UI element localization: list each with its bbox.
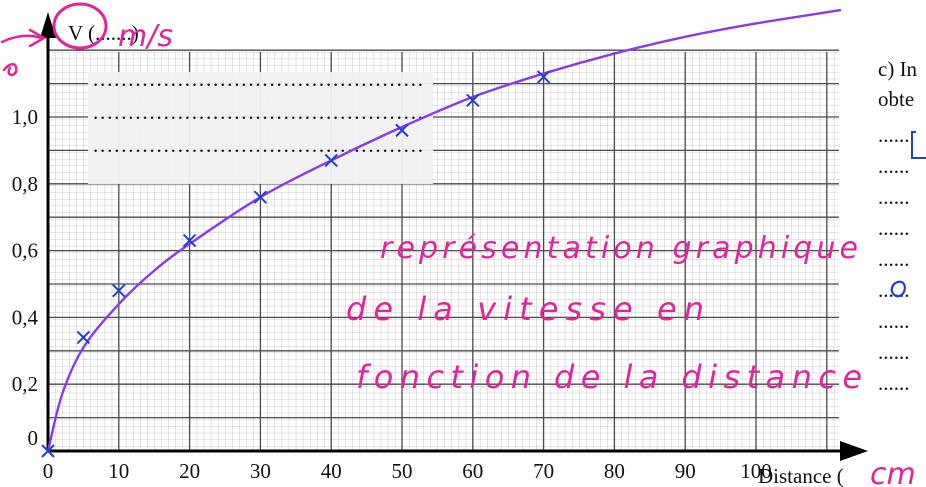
x-tick-label: 20 xyxy=(179,459,200,483)
pink-circle-icon xyxy=(52,2,108,50)
y-tick-label: 1,0 xyxy=(12,105,38,129)
side-dots-2: ...... xyxy=(878,154,910,178)
x-tick-label: 60 xyxy=(462,459,483,483)
placeholder-dots-3: ........................................… xyxy=(93,133,423,157)
annotation-line-3: fonction de la distance xyxy=(356,358,862,396)
y-tick-label: 0,8 xyxy=(12,172,38,196)
side-question-column: c) In obte ...... ...... ...... ...... .… xyxy=(878,57,926,395)
fit-curve-line xyxy=(46,8,842,452)
side-dots-8: ...... xyxy=(878,340,910,364)
axes xyxy=(40,12,868,461)
x-tick-label: 100 xyxy=(740,459,772,483)
x-axis-label: Distance ( xyxy=(758,464,844,487)
side-dots-7: ...... xyxy=(878,309,910,333)
y-tick-label: 0,2 xyxy=(12,372,38,396)
blue-bracket-mark-icon xyxy=(911,131,926,159)
side-question-continuation: obte xyxy=(878,87,914,111)
x-axis-arrow-icon xyxy=(840,441,868,461)
data-point xyxy=(395,123,409,138)
side-question-label: c) In xyxy=(878,57,918,81)
pink-arrow-icon xyxy=(0,28,47,48)
y-tick-label: 0 xyxy=(28,426,39,450)
y-tick-label: 0,6 xyxy=(12,239,38,263)
annotation-line-1: représentation graphique xyxy=(380,231,858,266)
x-tick-label: 30 xyxy=(250,459,271,483)
side-dots-5: ...... xyxy=(878,247,910,271)
data-point xyxy=(76,330,91,345)
side-dots-3: ...... xyxy=(878,185,910,209)
y-tick-labels: 0 0,2 0,4 0,6 0,8 1,0 xyxy=(12,105,39,450)
x-tick-label: 70 xyxy=(533,459,554,483)
data-point xyxy=(536,70,551,84)
handwritten-unit-x: cm xyxy=(870,457,916,487)
x-tick-label: 0 xyxy=(43,459,54,483)
y-tick-label: 0,4 xyxy=(12,305,39,329)
data-point xyxy=(466,93,480,108)
side-dots-4: ...... xyxy=(878,216,910,240)
data-point xyxy=(324,153,338,168)
placeholder-dots-1: ........................................… xyxy=(93,67,423,91)
handwritten-unit-y: m/s xyxy=(118,19,173,54)
data-points-layer xyxy=(41,70,551,458)
x-tick-label: 40 xyxy=(321,459,342,483)
x-tick-labels: 0 10 20 30 40 50 60 70 80 90 100 xyxy=(43,459,772,483)
data-point xyxy=(41,444,55,458)
placeholder-dots-2: ........................................… xyxy=(93,100,423,124)
x-tick-label: 80 xyxy=(604,459,625,483)
data-point xyxy=(182,233,197,248)
x-tick-label: 10 xyxy=(108,459,129,483)
x-tick-label: 90 xyxy=(675,459,696,483)
y-axis-arrow-icon xyxy=(40,12,56,38)
data-point xyxy=(253,190,268,204)
placeholder-box: ........................................… xyxy=(88,67,433,184)
fit-curve-layer xyxy=(46,8,842,452)
x-tick-label: 50 xyxy=(392,459,413,483)
blue-o-mark-icon xyxy=(890,280,906,298)
annotation-line-2: de la vitesse en xyxy=(346,290,704,328)
data-point xyxy=(112,283,126,298)
side-dots-9: ...... xyxy=(878,371,910,395)
pink-mark-icon xyxy=(2,63,18,77)
side-dots-1: ...... xyxy=(878,123,910,147)
